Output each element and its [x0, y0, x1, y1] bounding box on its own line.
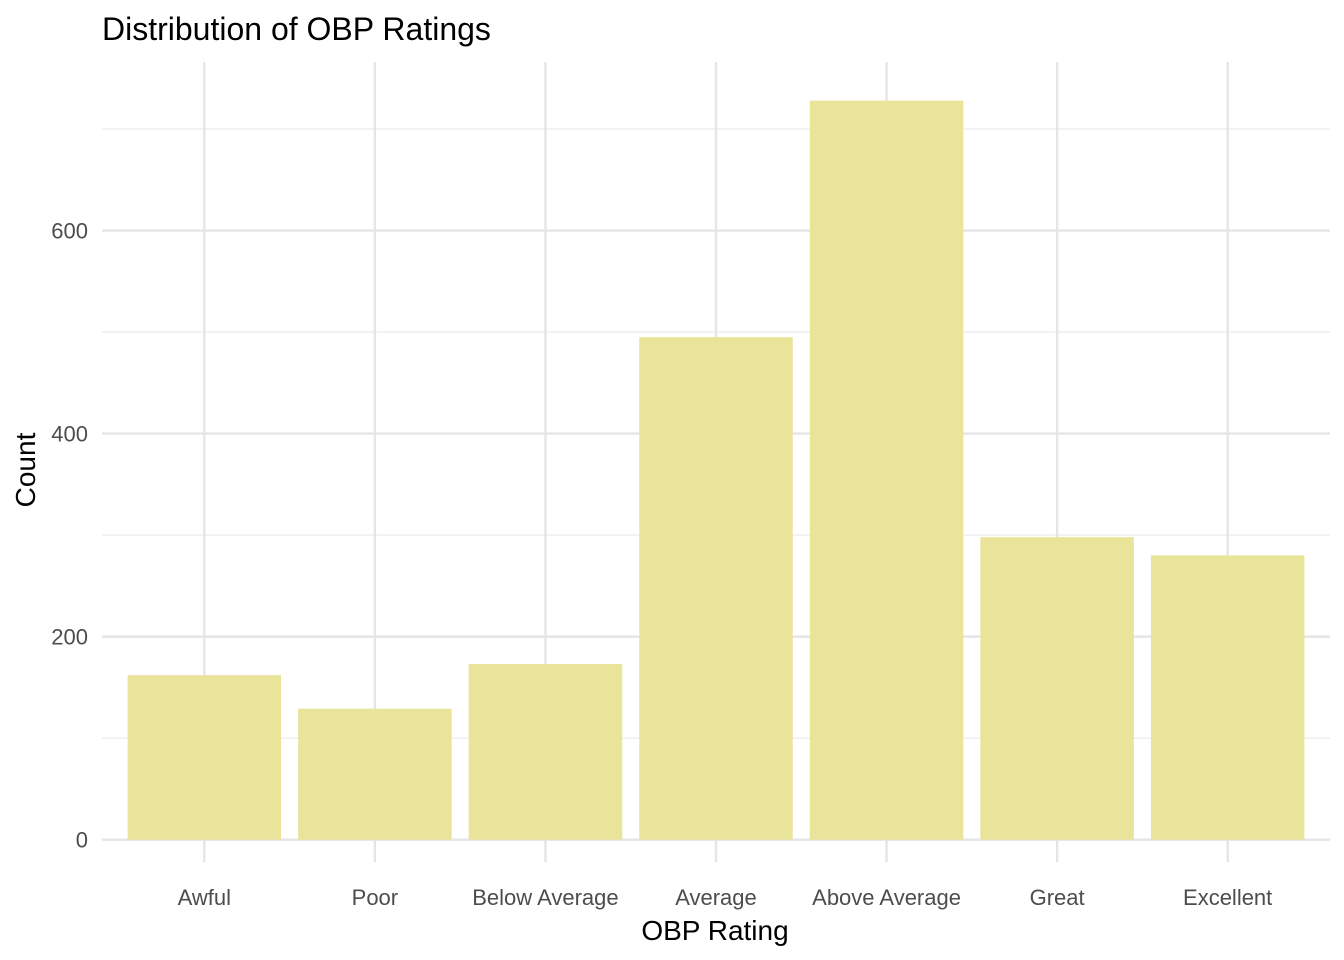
x-axis-title: OBP Rating — [641, 915, 788, 946]
y-tick-label: 200 — [51, 625, 88, 650]
bar-great — [980, 537, 1134, 840]
bar-average — [639, 337, 793, 840]
bars — [127, 100, 1305, 840]
bar-above-average — [809, 100, 964, 840]
x-tick-label: Excellent — [1183, 885, 1272, 910]
x-tick-label: Awful — [178, 885, 231, 910]
y-axis-title: Count — [10, 432, 41, 507]
x-tick-label: Below Average — [472, 885, 618, 910]
x-tick-label: Poor — [352, 885, 398, 910]
bar-below-average — [468, 664, 623, 840]
x-axis-ticks: Awful Poor Below Average Average Above Avera… — [178, 885, 1273, 910]
y-tick-label: 400 — [51, 422, 88, 447]
y-tick-label: 600 — [51, 219, 88, 244]
y-tick-label: 0 — [76, 828, 88, 853]
x-tick-label: Great — [1030, 885, 1085, 910]
x-tick-label: Above Average — [812, 885, 961, 910]
bar-awful — [127, 675, 282, 840]
x-tick-label: Average — [675, 885, 757, 910]
y-axis-ticks: 0 200 400 600 — [51, 219, 88, 853]
chart-title: Distribution of OBP Ratings — [102, 11, 491, 47]
bar-poor — [298, 708, 452, 840]
bar-excellent — [1150, 555, 1305, 840]
